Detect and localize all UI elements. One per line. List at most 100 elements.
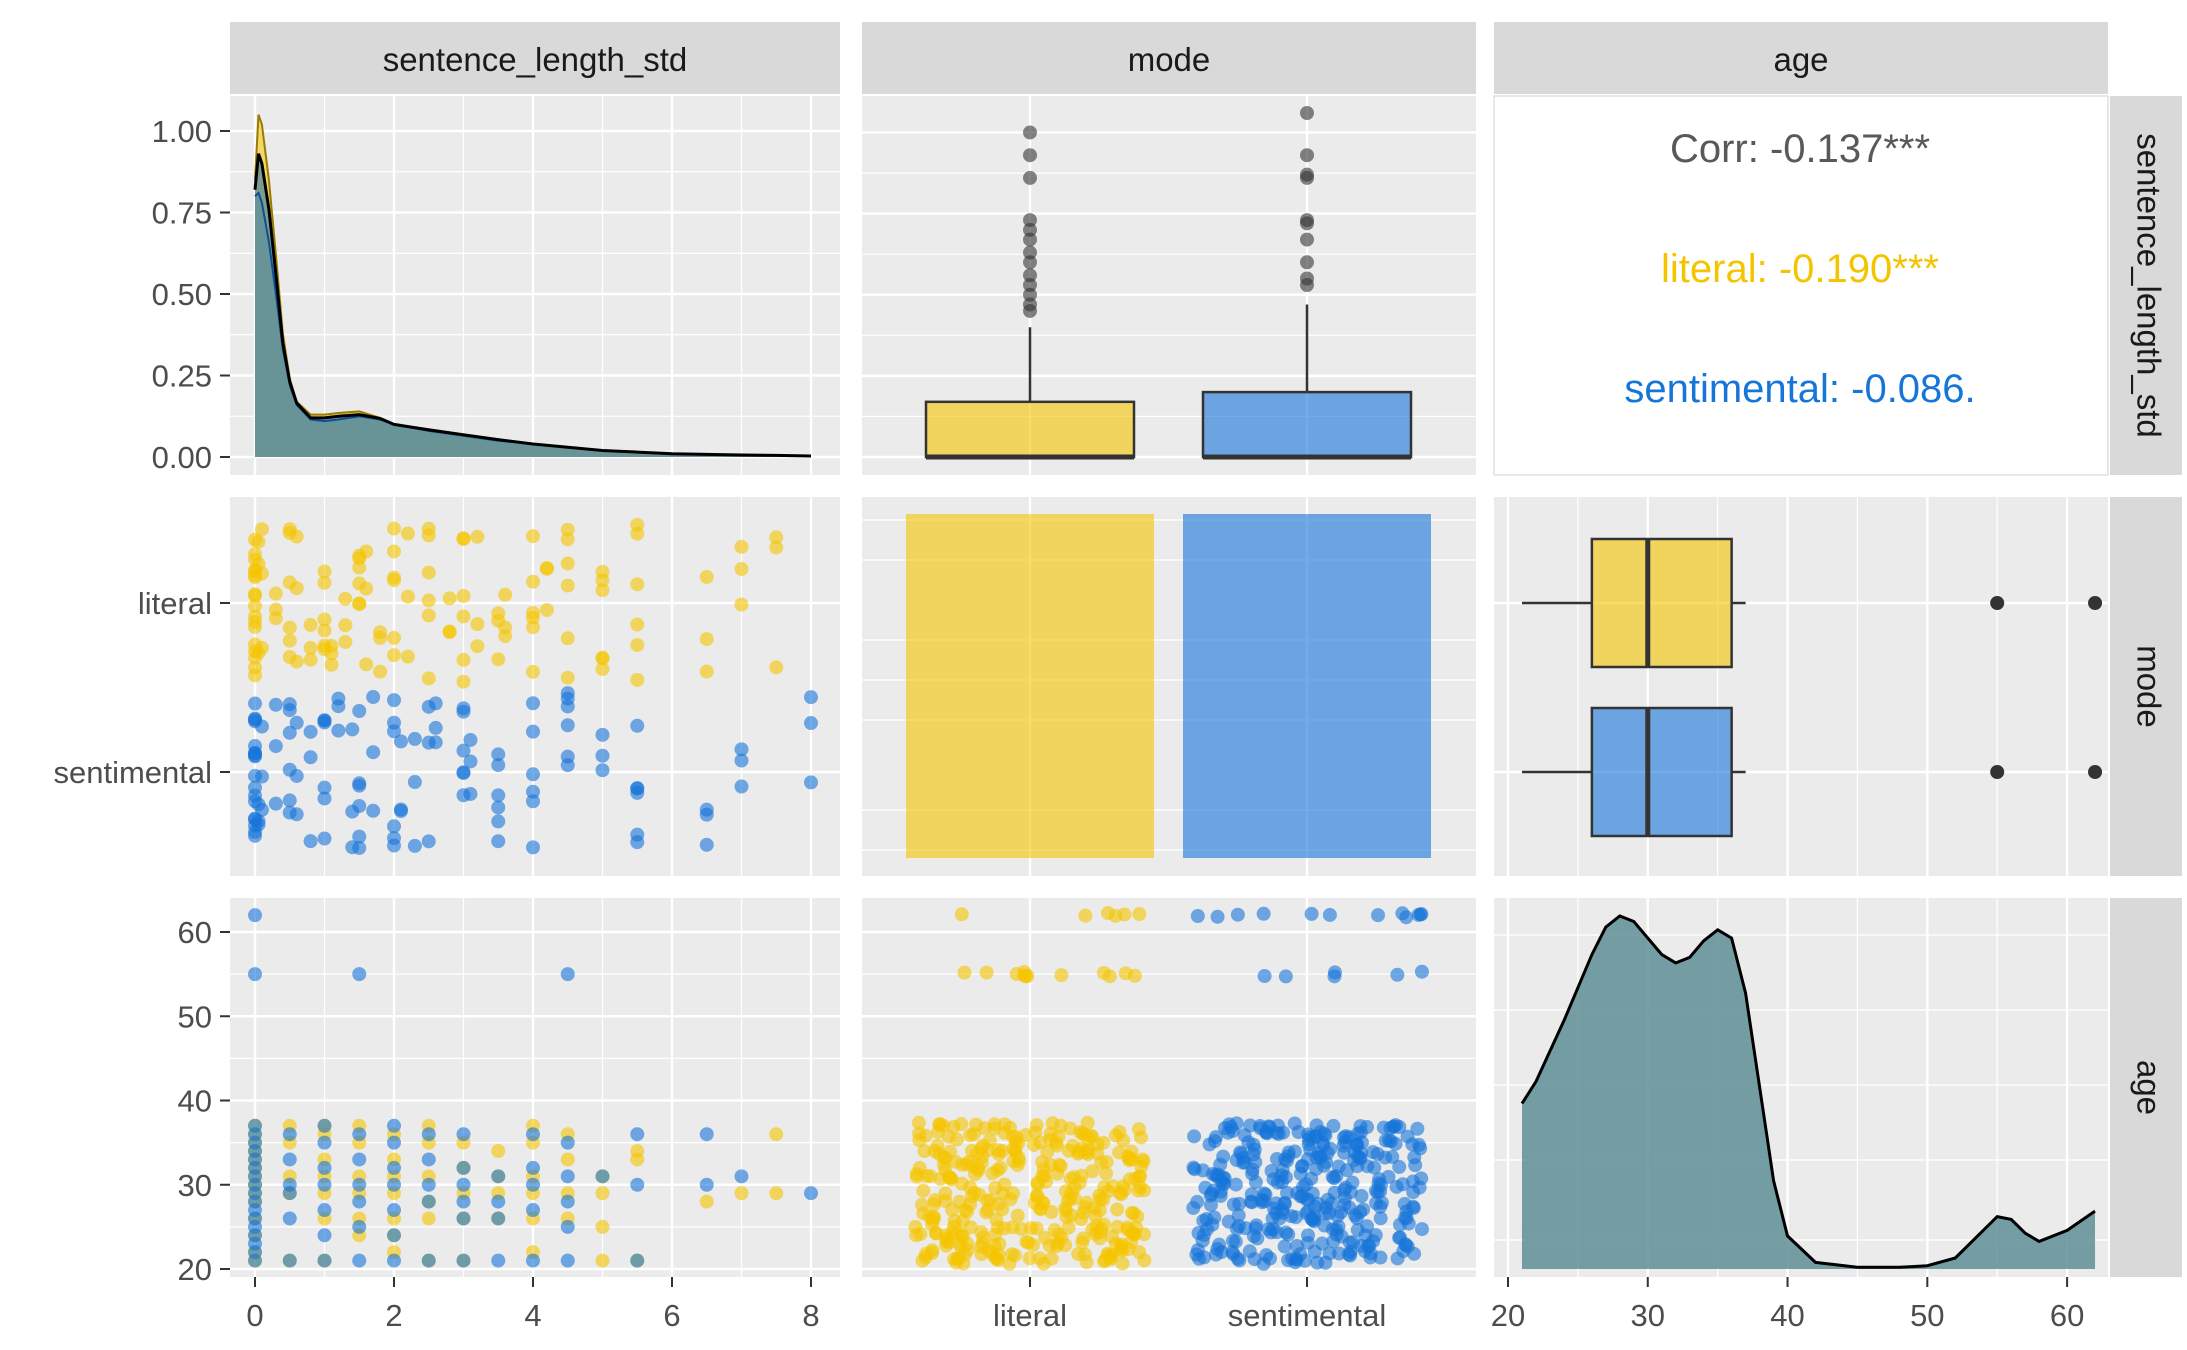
scatter-point-sentimental — [352, 1152, 367, 1167]
jitter-point-sentimental — [1338, 1135, 1353, 1150]
scatter-point-sentimental — [526, 696, 540, 711]
scatter-point-literal — [491, 606, 506, 621]
scatter-point-sentimental — [463, 786, 478, 801]
jitter-point-sentimental — [1301, 1137, 1316, 1152]
scatter-point-literal — [289, 581, 304, 596]
tick-label: 20 — [1491, 1298, 1525, 1333]
panel-age-mode — [1494, 497, 2108, 876]
jitter-point-literal — [916, 1206, 931, 1221]
tick-label: 60 — [2050, 1298, 2084, 1333]
scatter-point-sentimental — [491, 814, 506, 829]
jitter-point-sentimental — [1406, 1199, 1421, 1214]
jitter-point-literal — [1114, 1237, 1129, 1252]
scatter-point-sentimental — [317, 780, 332, 795]
jitter-point-literal — [1010, 1208, 1025, 1223]
scatter-point-sentimental — [387, 724, 401, 739]
scatter-point-sentimental — [630, 1177, 645, 1192]
strip-top-label-age: age — [1773, 41, 1828, 78]
jitter-point-literal — [989, 1212, 1004, 1227]
jitter-point-sentimental — [1269, 1151, 1284, 1166]
strip-top-age — [1494, 22, 2108, 94]
boxplot-sentence-length-literal-outlier — [1023, 213, 1037, 228]
jitter-point-sentimental — [1305, 1186, 1320, 1201]
jitter-point-literal — [1076, 1127, 1091, 1142]
scatter-point-literal — [699, 1194, 714, 1209]
jitter-point-sentimental — [1371, 908, 1386, 923]
scatter-point-literal — [470, 617, 485, 632]
jitter-point-sentimental — [1373, 1250, 1388, 1265]
jitter-point-sentimental — [1265, 1211, 1280, 1226]
scatter-point-sentimental — [352, 1127, 367, 1142]
jitter-point-sentimental — [1254, 1192, 1269, 1207]
jitter-point-sentimental — [1353, 1204, 1368, 1219]
jitter-point-sentimental — [1301, 1228, 1316, 1243]
scatter-point-sentimental — [387, 1118, 401, 1133]
scatter-point-literal — [526, 529, 540, 544]
jitter-point-literal — [1110, 1202, 1125, 1217]
scatter-point-sentimental — [491, 1169, 506, 1184]
scatter-point-sentimental — [526, 1160, 540, 1175]
scatter-point-literal — [560, 631, 575, 646]
scatter-point-sentimental — [352, 1219, 367, 1234]
scatter-point-literal — [387, 521, 401, 536]
scatter-point-literal — [268, 611, 283, 626]
jitter-point-literal — [1115, 1256, 1130, 1271]
scatter-point-sentimental — [352, 776, 367, 791]
tick-label: literal — [993, 1298, 1067, 1333]
correlation-literal: literal: -0.190*** — [1661, 247, 1939, 291]
boxplot-age-sentimental-outlier — [2088, 765, 2103, 779]
density-area-age — [1521, 916, 2096, 1269]
boxplot-sentence-length-literal-outlier — [1023, 287, 1037, 302]
scatter-point-literal — [421, 608, 436, 623]
jitter-point-sentimental — [1385, 1149, 1400, 1164]
jitter-point-sentimental — [1199, 1212, 1214, 1227]
jitter-point-sentimental — [1411, 907, 1426, 922]
scatter-point-literal — [248, 609, 262, 624]
jitter-point-sentimental — [1317, 1218, 1332, 1233]
scatter-point-literal — [352, 597, 367, 612]
scatter-point-literal — [421, 528, 436, 543]
scatter-point-sentimental — [352, 829, 367, 844]
jitter-point-literal — [1020, 968, 1035, 983]
scatter-point-literal — [734, 597, 749, 612]
panel-sentence_length_std-sentence_length_std — [230, 96, 840, 475]
scatter-point-literal — [539, 561, 554, 576]
scatter-point-literal — [400, 526, 415, 541]
jitter-point-sentimental — [1388, 1136, 1403, 1151]
scatter-point-sentimental — [352, 1177, 367, 1192]
jitter-point-sentimental — [1392, 1230, 1407, 1245]
scatter-point-literal — [470, 639, 485, 654]
jitter-point-sentimental — [1196, 1227, 1211, 1242]
jitter-point-literal — [954, 1176, 969, 1191]
jitter-point-sentimental — [1253, 1118, 1268, 1133]
boxplot-sentence-length-literal-outlier — [1023, 278, 1037, 292]
jitter-point-sentimental — [1410, 1121, 1425, 1136]
scatter-point-literal — [630, 638, 645, 653]
scatter-point-sentimental — [317, 1177, 332, 1192]
scatter-point-literal — [303, 652, 318, 667]
boxplot-sentence-length-literal-outlier — [1023, 222, 1037, 237]
jitter-point-literal — [1085, 1164, 1100, 1179]
boxplot-sentence-length-literal-outlier — [1023, 268, 1037, 283]
scatter-point-sentimental — [560, 758, 575, 773]
correlation-overall: Corr: -0.137*** — [1670, 127, 1930, 171]
scatter-point-sentimental — [630, 718, 645, 733]
boxplot-sentence-length-literal-outlier — [1023, 125, 1037, 140]
scatter-point-sentimental — [317, 713, 332, 728]
jitter-point-sentimental — [1225, 1245, 1240, 1260]
scatter-point-sentimental — [282, 1152, 297, 1167]
scatter-point-sentimental — [595, 727, 610, 742]
scatter-point-sentimental — [491, 747, 506, 762]
scatter-point-literal — [769, 1186, 784, 1201]
jitter-point-sentimental — [1349, 1137, 1364, 1152]
scatter-point-sentimental — [251, 814, 266, 829]
boxplot-sentence-length-literal-outlier — [1023, 170, 1037, 185]
scatter-point-literal — [338, 591, 353, 606]
jitter-point-literal — [971, 1161, 986, 1176]
jitter-point-sentimental — [1248, 1175, 1263, 1190]
scatter-point-sentimental — [317, 1228, 332, 1243]
scatter-point-literal — [282, 633, 297, 648]
scatter-point-literal — [373, 630, 388, 645]
jitter-point-sentimental — [1230, 907, 1245, 922]
jitter-point-sentimental — [1395, 906, 1410, 921]
